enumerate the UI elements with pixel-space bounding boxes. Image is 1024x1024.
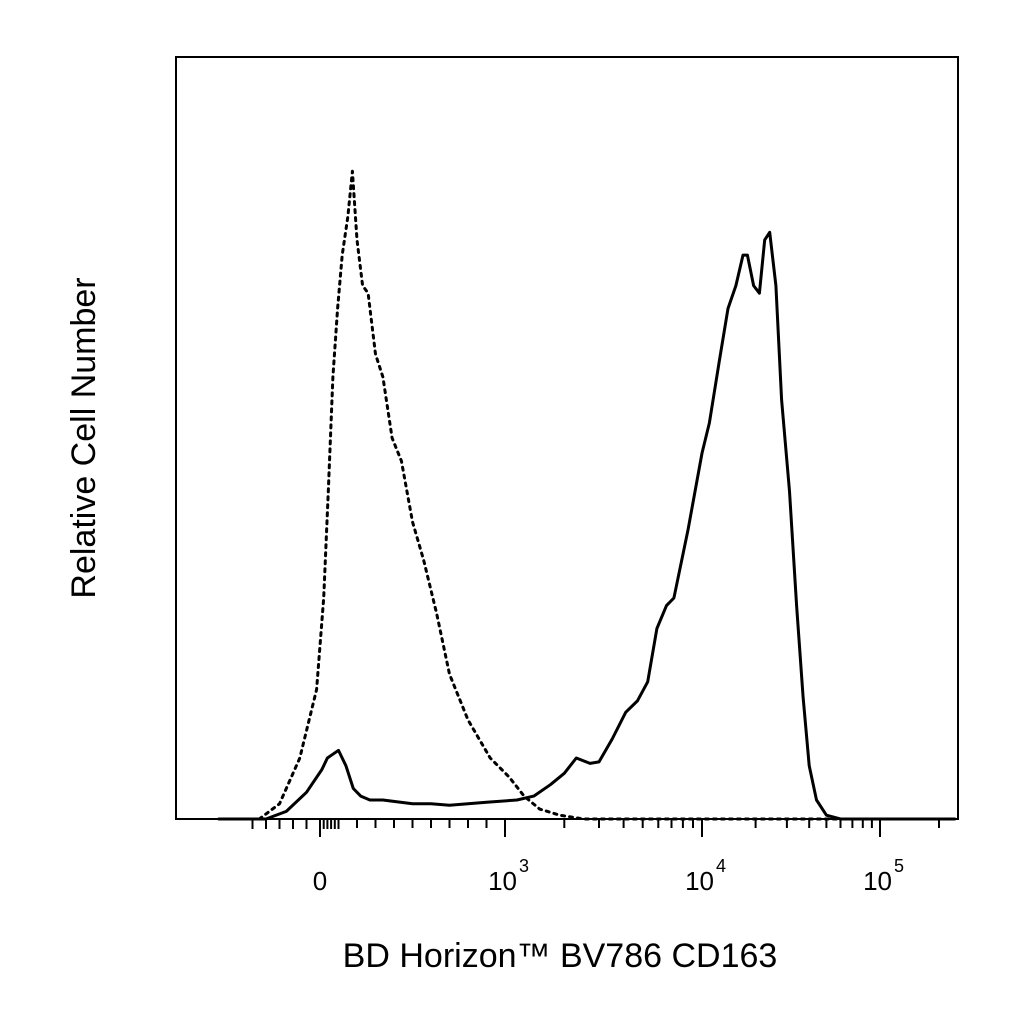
series-layer bbox=[217, 169, 956, 821]
x-axis-ticks bbox=[251, 819, 940, 837]
x-axis-tick-labels: 0 10 3 10 4 10 5 bbox=[313, 856, 904, 896]
x-tick-label-exponent: 3 bbox=[519, 856, 529, 876]
y-axis-title: Relative Cell Number bbox=[65, 277, 103, 598]
x-tick-label: 10 bbox=[685, 866, 714, 896]
x-tick-label-exponent: 4 bbox=[716, 856, 726, 876]
series-solid-curve bbox=[217, 230, 956, 821]
x-tick-label-exponent: 5 bbox=[894, 856, 904, 876]
x-tick-label: 0 bbox=[313, 866, 327, 896]
series-dotted-curve bbox=[257, 169, 956, 821]
x-tick-label: 10 bbox=[488, 866, 517, 896]
x-axis-title: BD Horizon™ BV786 CD163 bbox=[343, 937, 778, 975]
plot-frame bbox=[175, 56, 959, 820]
x-tick-label: 10 bbox=[863, 866, 892, 896]
